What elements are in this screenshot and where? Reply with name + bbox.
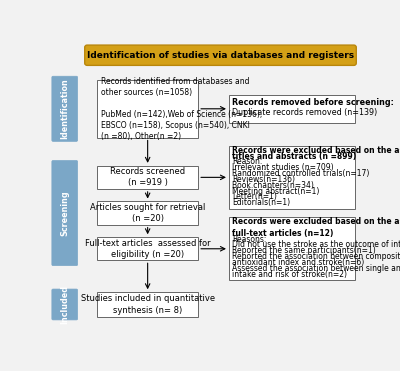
FancyBboxPatch shape (52, 289, 78, 320)
Text: Studies included in quantitative
synthesis (n= 8): Studies included in quantitative synthes… (80, 295, 215, 315)
FancyBboxPatch shape (97, 80, 198, 138)
Text: Records were excluded based on the assessment of: Records were excluded based on the asses… (232, 146, 400, 155)
Text: Did not use the stroke as the outcome of interest(n=3): Did not use the stroke as the outcome of… (232, 240, 400, 249)
Text: Reasons:: Reasons: (232, 234, 267, 244)
Text: Reviews(n=136): Reviews(n=136) (232, 175, 295, 184)
Text: full-text articles (n=12): full-text articles (n=12) (232, 229, 334, 238)
Text: Duplicate records removed (n=139): Duplicate records removed (n=139) (232, 108, 378, 117)
Text: Meeting abstract(n=1): Meeting abstract(n=1) (232, 187, 320, 196)
Text: titles and abstracts (n =899): titles and abstracts (n =899) (232, 151, 356, 161)
FancyBboxPatch shape (229, 95, 355, 122)
Text: antioxidant index and stroke(n=6): antioxidant index and stroke(n=6) (232, 258, 364, 267)
Text: Records removed before screening:: Records removed before screening: (232, 98, 394, 106)
FancyBboxPatch shape (97, 166, 198, 189)
Text: Randomized controlled trials(n=17): Randomized controlled trials(n=17) (232, 169, 370, 178)
FancyBboxPatch shape (52, 76, 78, 141)
Text: Screening: Screening (60, 190, 69, 236)
FancyBboxPatch shape (229, 146, 355, 209)
Text: Reason:: Reason: (232, 157, 263, 166)
Text: Irrelevant studies (n=709): Irrelevant studies (n=709) (232, 163, 334, 172)
Text: Records screened
(n =919 ): Records screened (n =919 ) (110, 167, 185, 187)
FancyBboxPatch shape (97, 201, 198, 224)
Text: Reported the association between composite dietary: Reported the association between composi… (232, 252, 400, 261)
FancyBboxPatch shape (97, 237, 198, 260)
Text: intake and risk of stroke(n=2): intake and risk of stroke(n=2) (232, 270, 347, 279)
FancyBboxPatch shape (85, 45, 356, 65)
Text: Identification: Identification (60, 78, 69, 139)
Text: Records were excluded based on the assessment of: Records were excluded based on the asses… (232, 217, 400, 226)
Text: Assessed the association between single antioxidant: Assessed the association between single … (232, 264, 400, 273)
Text: Book chapters(n=34): Book chapters(n=34) (232, 181, 314, 190)
Text: Editorials(n=1): Editorials(n=1) (232, 198, 290, 207)
Text: Articles sought for retrieval
(n =20): Articles sought for retrieval (n =20) (90, 203, 205, 223)
FancyBboxPatch shape (52, 161, 78, 266)
Text: Letter(n=1): Letter(n=1) (232, 193, 277, 201)
Text: Full-text articles  assessed for
eligibility (n =20): Full-text articles assessed for eligibil… (85, 239, 210, 259)
Text: Reported the same participants(n=1): Reported the same participants(n=1) (232, 246, 376, 255)
Text: Included: Included (60, 285, 69, 324)
Text: Identification of studies via databases and registers: Identification of studies via databases … (87, 51, 354, 60)
FancyBboxPatch shape (97, 292, 198, 317)
Text: Records identified from databases and
other sources (n=1058)

PubMed (n=142),Web: Records identified from databases and ot… (100, 76, 262, 141)
FancyBboxPatch shape (229, 217, 355, 280)
